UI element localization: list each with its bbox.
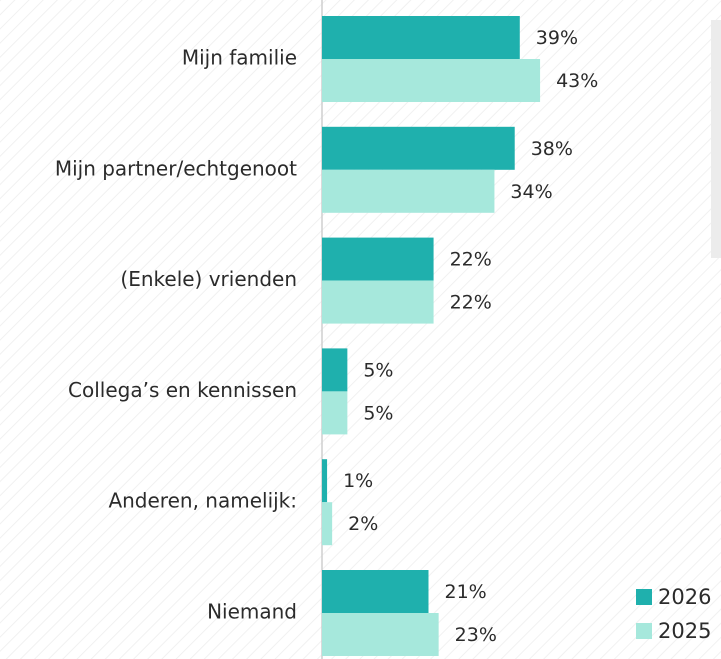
category-label: Mijn partner/echtgenoot [55, 156, 297, 180]
bar [322, 348, 348, 392]
value-label: 39% [536, 27, 578, 49]
scroll-panel [711, 20, 721, 258]
value-label: 2% [348, 513, 378, 535]
bar [322, 237, 434, 281]
value-label: 38% [531, 138, 573, 160]
bar [322, 280, 434, 324]
value-label: 23% [455, 624, 497, 646]
bar [322, 459, 328, 503]
value-label: 43% [556, 70, 598, 92]
value-label: 22% [450, 292, 492, 314]
legend-swatch [636, 589, 652, 605]
bar [322, 59, 541, 102]
category-label: Anderen, namelijk: [108, 489, 297, 513]
category-label: (Enkele) vrienden [120, 267, 297, 291]
category-label: Mijn familie [182, 46, 297, 70]
legend-swatch [636, 623, 652, 639]
bar [322, 570, 429, 613]
value-label: 5% [363, 402, 393, 424]
value-label: 22% [450, 249, 492, 271]
legend-label: 2025 [658, 619, 711, 643]
value-label: 21% [445, 581, 487, 603]
bar [322, 613, 439, 656]
bar [322, 16, 520, 59]
bar [322, 126, 515, 170]
legend-label: 2026 [658, 585, 711, 609]
bar [322, 391, 348, 435]
bar [322, 169, 495, 213]
value-label: 5% [363, 359, 393, 381]
value-label: 1% [343, 470, 373, 492]
value-label: 34% [510, 181, 552, 203]
category-label: Niemand [207, 600, 297, 624]
category-label: Collega’s en kennissen [68, 378, 297, 402]
bar [322, 502, 333, 546]
